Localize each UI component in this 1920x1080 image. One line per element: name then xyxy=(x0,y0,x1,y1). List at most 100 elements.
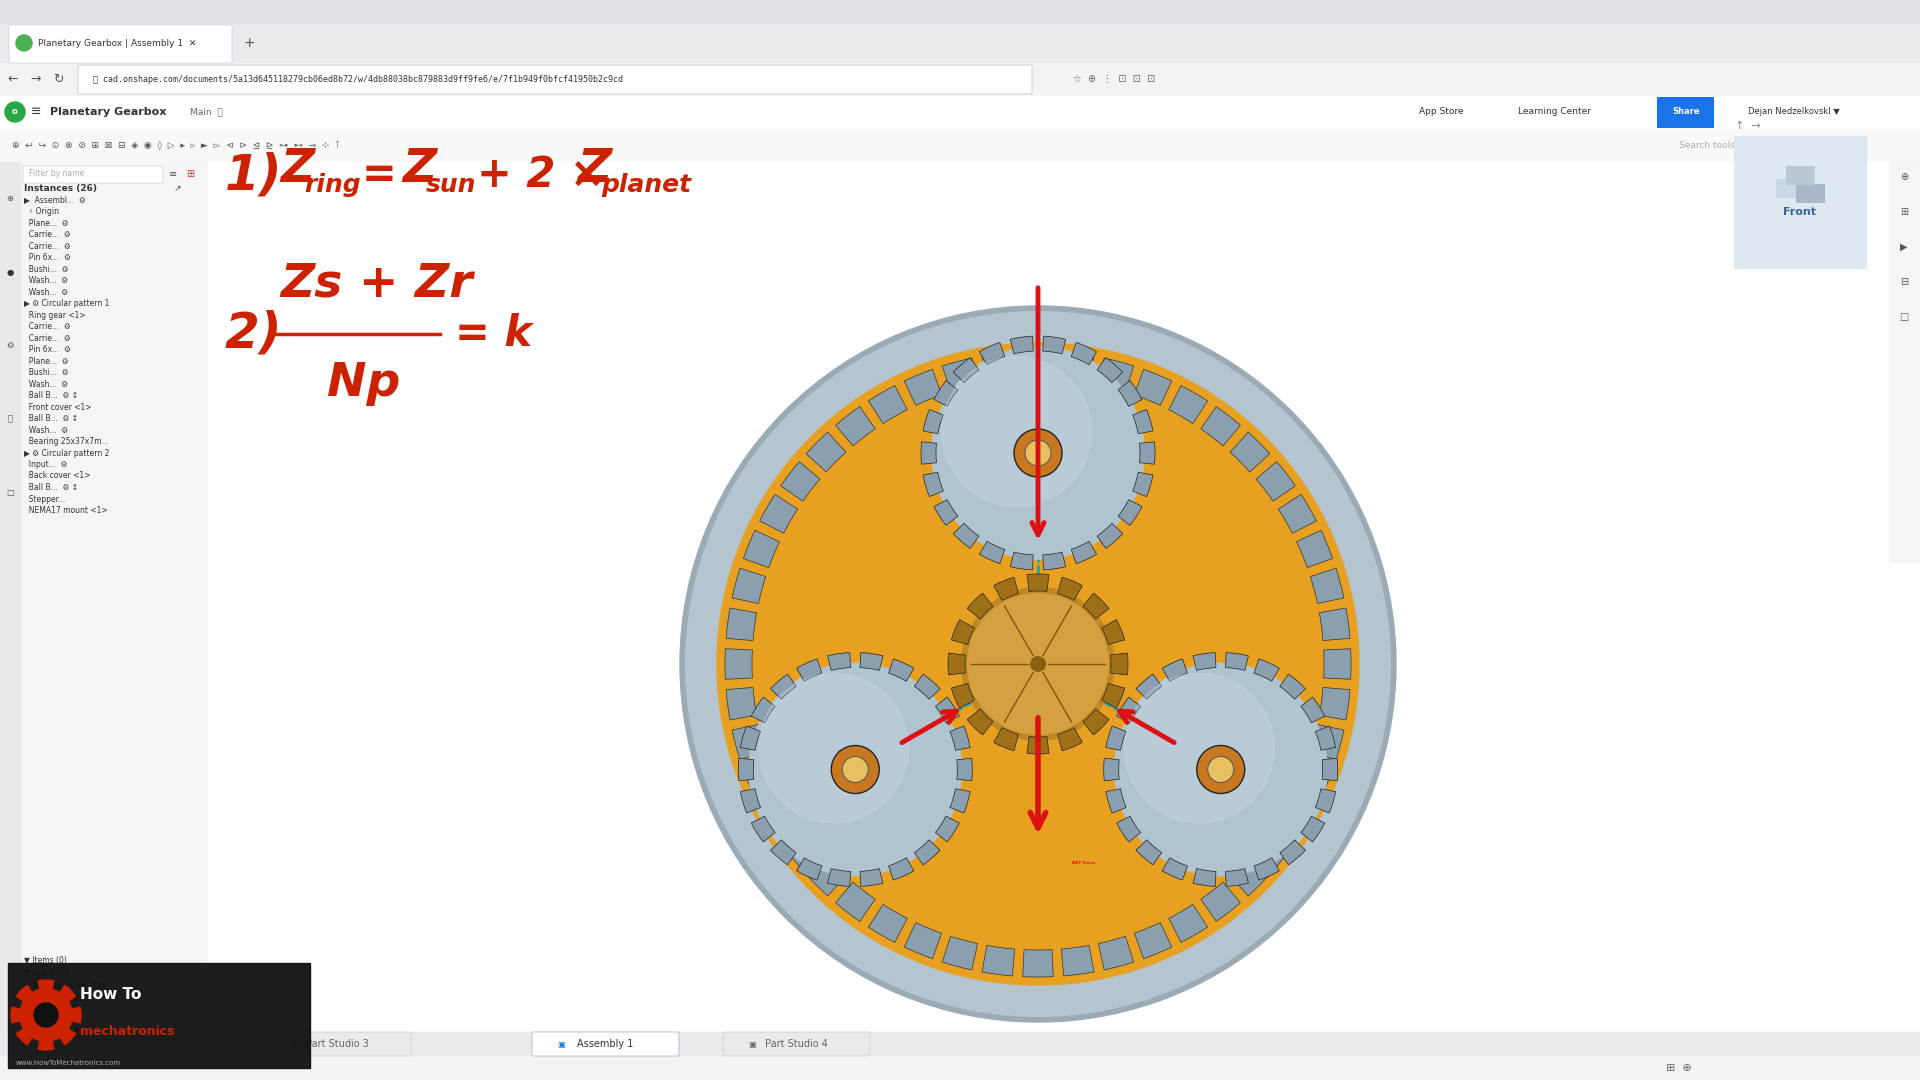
Wedge shape xyxy=(1098,359,1133,392)
Wedge shape xyxy=(1102,684,1125,708)
Wedge shape xyxy=(914,674,941,699)
Text: Front cover <1>: Front cover <1> xyxy=(23,403,92,411)
Wedge shape xyxy=(1200,407,1240,446)
Circle shape xyxy=(685,311,1390,1017)
Wedge shape xyxy=(760,495,797,534)
Wedge shape xyxy=(1296,760,1332,798)
Wedge shape xyxy=(1254,659,1279,681)
Wedge shape xyxy=(1225,868,1248,887)
Text: ▶: ▶ xyxy=(1901,242,1908,252)
Bar xyxy=(0,63,1920,96)
Wedge shape xyxy=(924,472,943,497)
Text: ▣: ▣ xyxy=(290,1039,298,1049)
Bar xyxy=(1776,179,1805,197)
Wedge shape xyxy=(781,827,820,866)
Text: Carrie...  ⚙: Carrie... ⚙ xyxy=(23,334,71,342)
Text: ⊕  ↩  ↪  ⊙  ⊗  ⊘  ⊞  ⊠  ⊟  ◈  ◉  ◊  ▷  ▸  ▹  ►  ▻  ⊲  ⊳  ⊴  ⊵  ⊶  ⊷  ⊸  ⊹  ⊺: ⊕ ↩ ↪ ⊙ ⊗ ⊘ ⊞ ⊠ ⊟ ◈ ◉ ◊ ▷ ▸ ▹ ► ▻ ⊲ ⊳ ⊴ … xyxy=(12,140,340,150)
Text: Ball B...  ⚙ ↕: Ball B... ⚙ ↕ xyxy=(23,414,79,423)
Text: Np: Np xyxy=(326,361,401,405)
Wedge shape xyxy=(1117,697,1140,723)
Wedge shape xyxy=(1319,608,1350,640)
Wedge shape xyxy=(860,868,883,887)
Wedge shape xyxy=(1302,816,1325,842)
Text: ⚙: ⚙ xyxy=(6,341,13,350)
Wedge shape xyxy=(15,985,33,1002)
Text: ▼ Mate Features (24): ▼ Mate Features (24) xyxy=(23,982,106,990)
Wedge shape xyxy=(1117,816,1140,842)
Wedge shape xyxy=(1071,342,1096,365)
Wedge shape xyxy=(1192,868,1215,887)
Circle shape xyxy=(962,588,1116,741)
Wedge shape xyxy=(1140,442,1156,464)
Wedge shape xyxy=(1023,351,1054,378)
Wedge shape xyxy=(922,442,937,464)
Text: mechatronics: mechatronics xyxy=(81,1025,175,1038)
Wedge shape xyxy=(995,728,1018,751)
Text: ⊞: ⊞ xyxy=(1901,207,1908,217)
Wedge shape xyxy=(956,758,972,781)
Wedge shape xyxy=(1225,652,1248,671)
FancyBboxPatch shape xyxy=(1657,97,1715,129)
Text: Part Studio 4: Part Studio 4 xyxy=(764,1039,828,1049)
Wedge shape xyxy=(760,795,797,834)
Text: Search tools...: Search tools... xyxy=(1678,140,1743,149)
Wedge shape xyxy=(828,652,851,671)
Wedge shape xyxy=(60,985,75,1002)
Wedge shape xyxy=(1302,697,1325,723)
Circle shape xyxy=(758,673,908,823)
Circle shape xyxy=(831,745,879,794)
Wedge shape xyxy=(12,1008,21,1023)
Wedge shape xyxy=(1162,659,1187,681)
Wedge shape xyxy=(1058,728,1083,751)
Text: ▶ Fastened 10: ▶ Fastened 10 xyxy=(23,1038,83,1047)
Text: Z: Z xyxy=(280,148,315,192)
Text: App Store: App Store xyxy=(1419,108,1463,117)
Wedge shape xyxy=(797,858,822,880)
Wedge shape xyxy=(732,725,766,759)
Wedge shape xyxy=(743,530,780,568)
Bar xyxy=(0,129,1920,162)
Wedge shape xyxy=(1010,552,1033,570)
Wedge shape xyxy=(726,608,756,640)
Wedge shape xyxy=(1062,945,1094,976)
Wedge shape xyxy=(806,432,847,472)
Text: How To: How To xyxy=(81,987,142,1002)
Wedge shape xyxy=(15,1028,33,1044)
Text: planet: planet xyxy=(601,173,691,197)
Wedge shape xyxy=(38,1039,54,1050)
Text: ⊞  ⊕: ⊞ ⊕ xyxy=(1667,1063,1692,1074)
Wedge shape xyxy=(904,369,941,405)
Wedge shape xyxy=(741,726,760,751)
Text: Planetary Gearbox: Planetary Gearbox xyxy=(50,107,167,117)
Text: Carrie...  ⚙: Carrie... ⚙ xyxy=(23,242,71,251)
Circle shape xyxy=(680,306,1396,1022)
Wedge shape xyxy=(743,760,780,798)
Circle shape xyxy=(1029,656,1046,672)
Text: Zs + Zr: Zs + Zr xyxy=(280,261,472,307)
Wedge shape xyxy=(943,359,977,392)
Wedge shape xyxy=(1169,386,1208,423)
Text: ●: ● xyxy=(6,268,13,276)
Text: NET Force: NET Force xyxy=(1071,861,1094,865)
Wedge shape xyxy=(1023,949,1054,977)
Wedge shape xyxy=(1062,352,1094,382)
Text: Z: Z xyxy=(401,148,436,192)
Wedge shape xyxy=(1309,568,1344,604)
Circle shape xyxy=(19,988,73,1042)
Text: ↗: ↗ xyxy=(173,184,180,192)
FancyBboxPatch shape xyxy=(532,1032,680,1056)
Wedge shape xyxy=(981,945,1014,976)
Text: ⊕: ⊕ xyxy=(6,194,13,203)
Text: 2): 2) xyxy=(225,310,282,357)
Text: ▶  Assembl...  ⚙: ▶ Assembl... ⚙ xyxy=(23,195,86,204)
Text: ⊕: ⊕ xyxy=(1901,172,1908,183)
Text: ▶ Fastened 8: ▶ Fastened 8 xyxy=(23,1026,79,1036)
Wedge shape xyxy=(1133,472,1152,497)
Bar xyxy=(8,963,309,1068)
Bar xyxy=(0,1032,1920,1056)
Text: ↑  →: ↑ → xyxy=(1736,121,1761,131)
Text: Wash...  ⚙: Wash... ⚙ xyxy=(23,287,67,297)
Text: ▶ Revolute 1: ▶ Revolute 1 xyxy=(23,1004,77,1013)
Wedge shape xyxy=(979,342,1004,365)
Wedge shape xyxy=(1169,904,1208,943)
